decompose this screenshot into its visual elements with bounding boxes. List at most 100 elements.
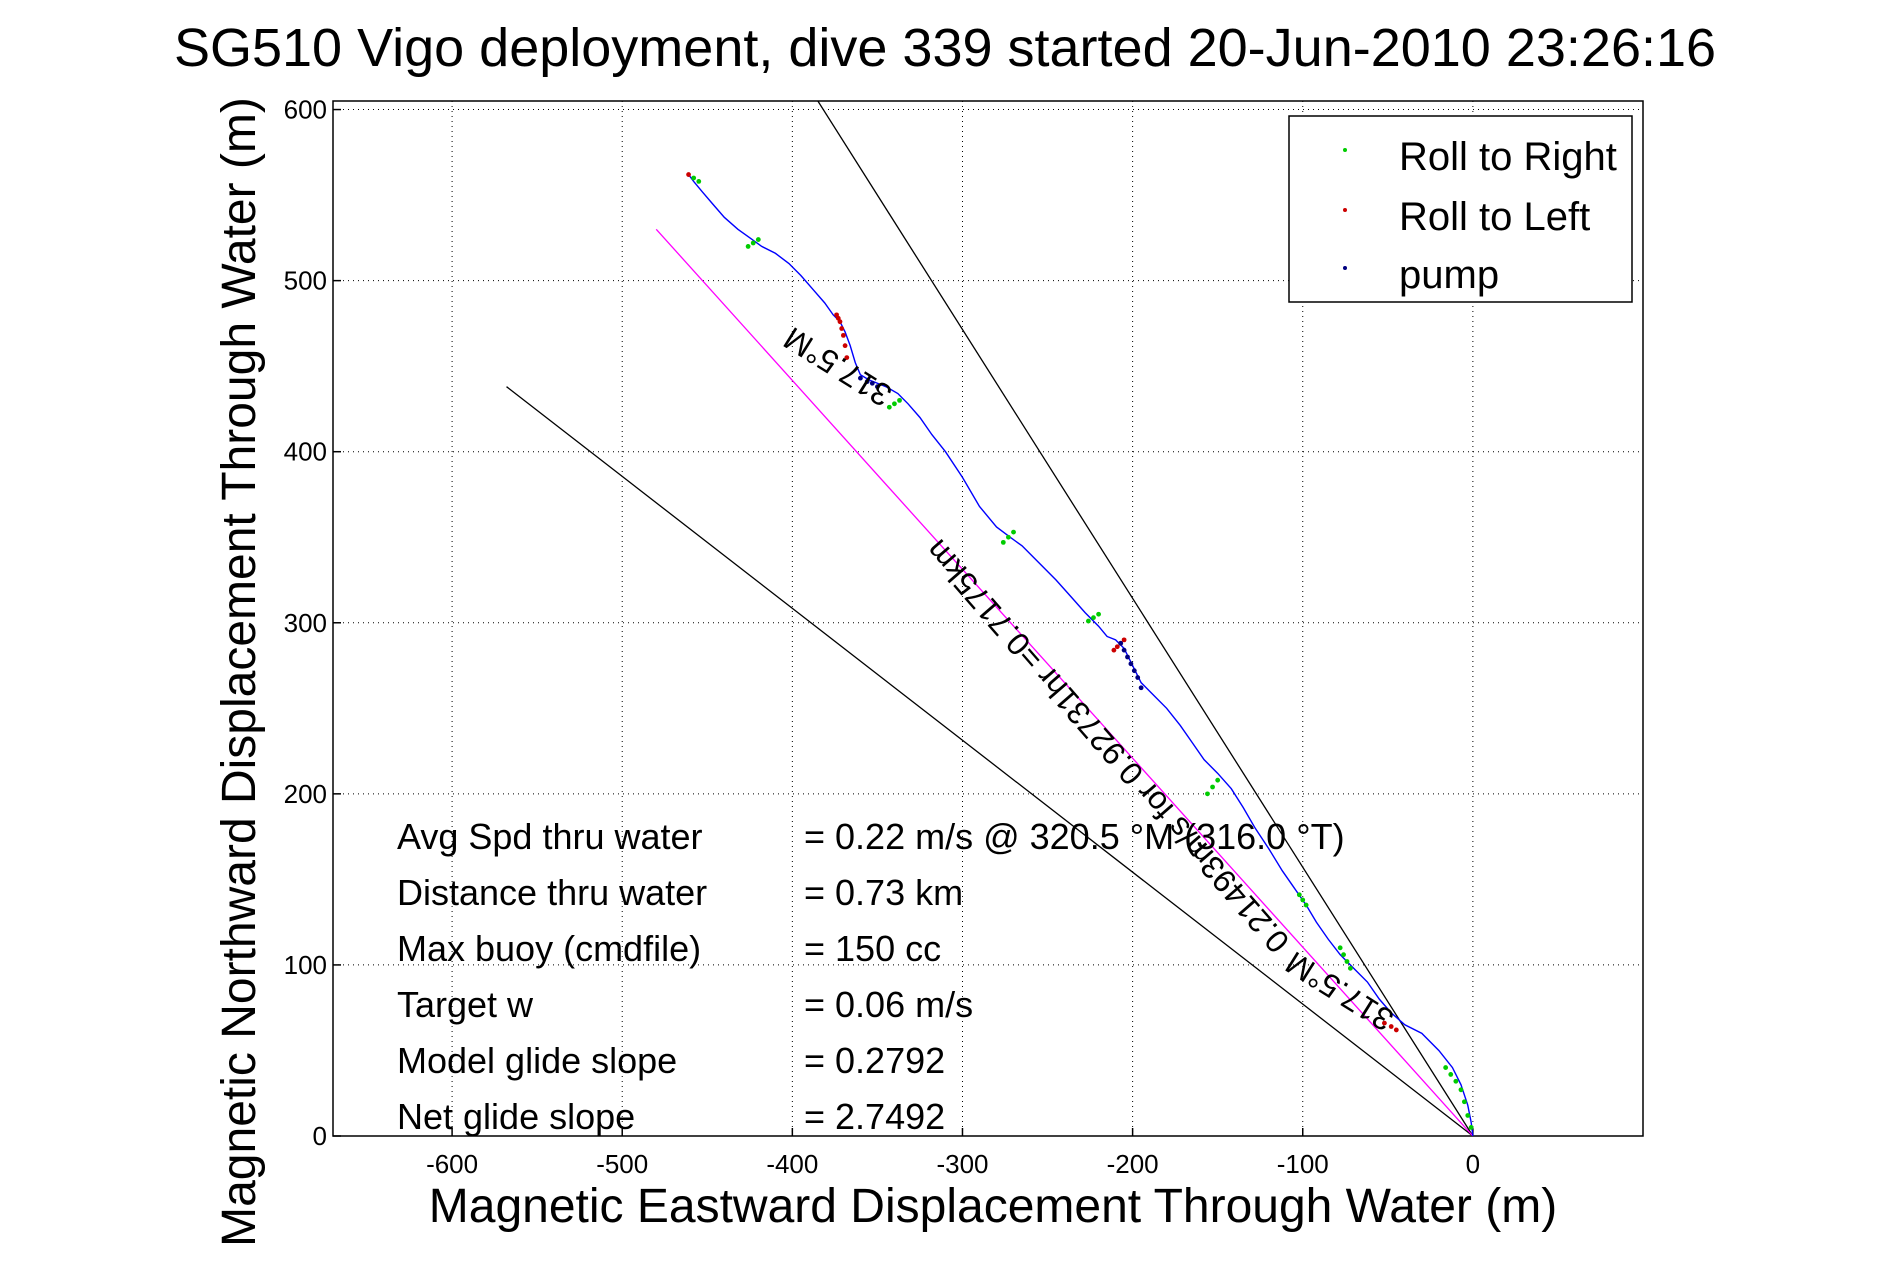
point-roll-to-right [1006, 534, 1011, 540]
point-pump [1138, 685, 1144, 691]
reference-line-2 [655, 228, 1474, 1136]
point-pump [1125, 654, 1130, 660]
annotation-label: Avg Spd thru water [397, 816, 703, 857]
point-roll-to-right [745, 244, 751, 249]
point-roll-to-right [1461, 1099, 1467, 1105]
annotation-value: = 0.73 km [804, 872, 963, 913]
point-roll-to-right [1448, 1072, 1454, 1077]
point-roll-to-right [1341, 952, 1346, 958]
point-roll-to-left [1382, 1020, 1387, 1026]
chart-title: SG510 Vigo deployment, dive 339 started … [174, 18, 1716, 78]
legend-marker-roll-left [1343, 208, 1347, 212]
x-tick-label: 0 [1466, 1149, 1480, 1179]
y-tick-label: 100 [284, 950, 327, 980]
point-pump [1131, 668, 1137, 674]
legend-marker-pump [1343, 266, 1347, 270]
x-axis-ticks: -600 -500 -400 -300 -200 -100 0 [426, 1128, 1480, 1179]
point-roll-to-right [886, 404, 892, 410]
point-roll-to-left [839, 326, 845, 331]
point-roll-to-right [1347, 965, 1353, 971]
annotation-value: = 0.22 m/s @ 320.5 °M (316.0 °T) [804, 816, 1345, 857]
annotation-label: Net glide slope [397, 1096, 635, 1137]
y-tick-label: 400 [284, 437, 327, 467]
point-roll-to-right [1303, 902, 1309, 908]
point-roll-to-right [1453, 1078, 1459, 1084]
annotation-value: = 150 cc [804, 928, 941, 969]
point-roll-to-left [1114, 644, 1120, 650]
point-roll-to-right [755, 237, 761, 242]
point-roll-to-right [1011, 529, 1016, 535]
point-roll-to-left [1111, 647, 1117, 653]
point-roll-to-right [1468, 1125, 1474, 1130]
point-roll-to-right [1458, 1087, 1464, 1093]
reference-line-1 [506, 386, 1474, 1136]
legend: Roll to Right Roll to Left pump [1288, 115, 1633, 303]
point-roll-to-right [750, 240, 756, 246]
point-roll-to-right [1210, 784, 1215, 790]
legend-label-roll-left: Roll to Left [1399, 195, 1590, 239]
y-tick-label: 300 [284, 608, 327, 638]
point-roll-to-left [1121, 637, 1127, 643]
point-roll-to-right [1296, 892, 1302, 898]
y-tick-label: 600 [284, 95, 327, 125]
y-tick-label: 0 [313, 1121, 327, 1151]
point-roll-to-left [834, 312, 839, 318]
summary-annotations: Avg Spd thru water = 0.22 m/s @ 320.5 °M … [397, 816, 1345, 1137]
x-axis-label: Magnetic Eastward Displacement Through W… [429, 1180, 1557, 1233]
x-tick-label: -600 [426, 1149, 478, 1179]
legend-label-roll-right: Roll to Right [1399, 135, 1617, 179]
reference-line-0 [817, 101, 1474, 1136]
annotation-label: Model glide slope [397, 1040, 677, 1081]
y-tick-label: 200 [284, 779, 327, 809]
point-pump [869, 380, 875, 386]
annotation-value: = 2.7492 [804, 1096, 945, 1137]
point-pump [1121, 647, 1127, 653]
point-pump [1118, 640, 1124, 646]
x-tick-label: -300 [936, 1149, 988, 1179]
x-tick-label: -100 [1277, 1149, 1329, 1179]
point-pump [858, 375, 863, 381]
annotation-value: = 0.06 m/s [804, 984, 973, 1025]
point-roll-to-left [1393, 1027, 1399, 1033]
point-roll-to-right [1337, 945, 1343, 951]
point-pump [1135, 675, 1141, 680]
point-roll-to-right [892, 401, 897, 407]
point-roll-to-right [1085, 618, 1091, 624]
annotation-label: Distance thru water [397, 872, 707, 913]
point-pump [875, 384, 880, 390]
point-roll-to-right [1443, 1065, 1449, 1070]
y-axis-ticks: 0 100 200 300 400 500 600 [284, 95, 341, 1151]
annotation-label: Max buoy (cmdfile) [397, 928, 701, 969]
annotation-label: Target w [397, 984, 534, 1025]
point-pump [1128, 661, 1134, 667]
point-roll-to-right [691, 175, 697, 181]
point-roll-to-right [696, 179, 702, 184]
point-pump [864, 379, 870, 384]
point-roll-to-right [1205, 791, 1210, 797]
point-roll-to-right [1215, 777, 1221, 783]
point-roll-to-left [1388, 1024, 1394, 1029]
point-roll-to-right [1300, 897, 1306, 903]
point-roll-to-left [840, 332, 846, 338]
x-tick-label: -500 [596, 1149, 648, 1179]
reference-lines [506, 101, 1474, 1136]
y-tick-label: 500 [284, 266, 327, 296]
point-roll-to-right [1344, 959, 1350, 964]
y-axis-label: Magnetic Northward Displacement Through … [213, 97, 266, 1247]
point-roll-to-right [1091, 615, 1096, 621]
point-roll-to-right [1000, 539, 1006, 545]
point-roll-to-right [1096, 611, 1101, 617]
point-roll-to-left [842, 343, 848, 349]
legend-label-pump: pump [1399, 253, 1499, 297]
point-roll-to-right [897, 397, 902, 403]
point-roll-to-right [1465, 1113, 1471, 1118]
plot-area [332, 100, 1644, 1137]
legend-marker-roll-right [1343, 148, 1347, 152]
point-roll-to-left [844, 355, 850, 361]
point-roll-to-left [686, 172, 691, 177]
annotation-value: = 0.2792 [804, 1040, 945, 1081]
x-tick-label: -400 [766, 1149, 818, 1179]
x-tick-label: -200 [1107, 1149, 1159, 1179]
event-points [686, 172, 1474, 1130]
